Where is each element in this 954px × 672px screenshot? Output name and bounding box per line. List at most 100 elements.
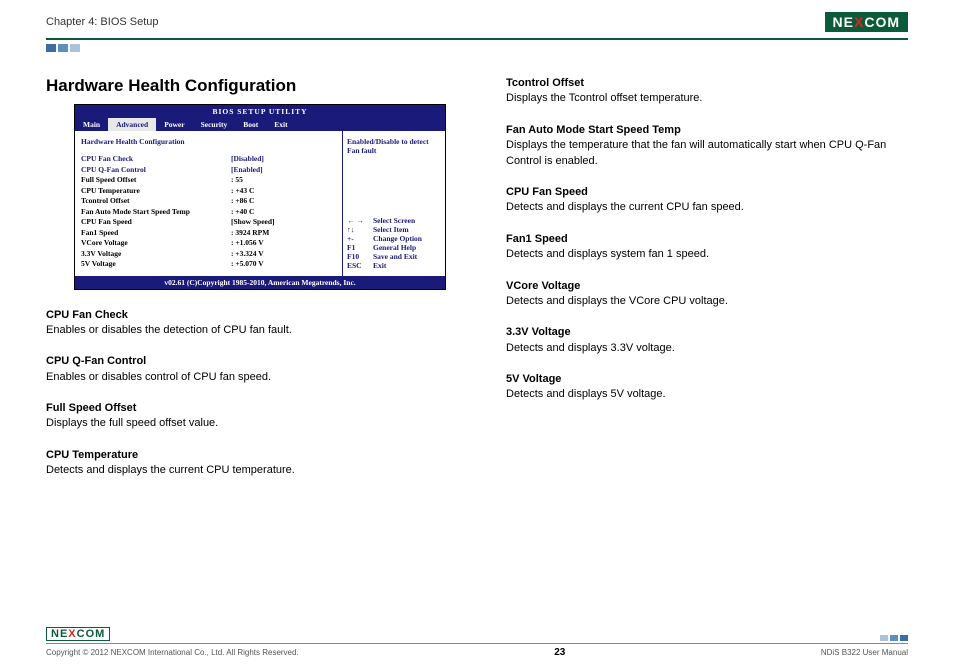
footer-logo: NEXCOM: [46, 627, 110, 641]
description-body: Enables or disables the detection of CPU…: [46, 323, 466, 338]
bios-nav-key: ↑↓: [347, 225, 369, 234]
page-number: 23: [554, 647, 565, 658]
bios-setting-value: : +43 C: [231, 186, 254, 195]
description-block: Full Speed OffsetDisplays the full speed…: [46, 401, 466, 432]
bios-tab: Main: [75, 118, 108, 131]
bios-nav-text: Exit: [373, 261, 386, 270]
description-title: CPU Q-Fan Control: [46, 354, 466, 369]
bios-screenshot: BIOS SETUP UTILITY MainAdvancedPowerSecu…: [74, 104, 446, 290]
page-footer: NEXCOM Copyright © 2012 NEXCOM Internati…: [46, 627, 908, 658]
decor-square: [58, 44, 68, 52]
descriptions-right: Tcontrol OffsetDisplays the Tcontrol off…: [506, 76, 896, 403]
bios-nav-key: +-: [347, 234, 369, 243]
footer-manual: NDiS B322 User Manual: [821, 648, 908, 657]
right-column: Tcontrol OffsetDisplays the Tcontrol off…: [506, 76, 896, 495]
bios-nav-key: F1: [347, 243, 369, 252]
bios-setting-label: 5V Voltage: [81, 259, 231, 268]
bios-setting-row: 5V Voltage: +5.070 V: [81, 259, 336, 268]
description-body: Detects and displays 3.3V voltage.: [506, 341, 896, 356]
bios-tab: Power: [156, 118, 192, 131]
description-block: CPU Q-Fan ControlEnables or disables con…: [46, 354, 466, 385]
bios-setting-row: CPU Fan Speed[Show Speed]: [81, 217, 336, 226]
bios-subheader: Hardware Health Configuration: [81, 137, 336, 146]
description-title: 3.3V Voltage: [506, 325, 896, 340]
bios-tab: Boot: [235, 118, 266, 131]
description-block: CPU TemperatureDetects and displays the …: [46, 448, 466, 479]
bios-setting-value: : +3.324 V: [231, 249, 264, 258]
bios-setting-row: 3.3V Voltage: +3.324 V: [81, 249, 336, 258]
bios-setting-row: Full Speed Offset: 55: [81, 175, 336, 184]
decor-square: [880, 635, 888, 641]
footer-row: Copyright © 2012 NEXCOM International Co…: [46, 647, 908, 658]
bios-utility-title: BIOS SETUP UTILITY: [75, 105, 445, 118]
bios-nav-keys: ← → Select Screen ↑↓ Select Item +- Change Op…: [347, 216, 441, 270]
bios-setting-value: [Show Speed]: [231, 217, 275, 226]
bios-tab: Advanced: [108, 118, 156, 131]
main-content: Hardware Health Configuration BIOS SETUP…: [0, 52, 954, 495]
description-block: CPU Fan CheckEnables or disables the det…: [46, 308, 466, 339]
description-body: Displays the Tcontrol offset temperature…: [506, 91, 896, 106]
chapter-title: Chapter 4: BIOS Setup: [46, 16, 159, 28]
bios-setting-row: Fan Auto Mode Start Speed Temp: +40 C: [81, 207, 336, 216]
bios-setting-row: CPU Q-Fan Control[Enabled]: [81, 165, 336, 174]
descriptions-left: CPU Fan CheckEnables or disables the det…: [46, 308, 466, 479]
bios-setting-value: : +1.056 V: [231, 238, 264, 247]
decor-square: [890, 635, 898, 641]
description-title: Tcontrol Offset: [506, 76, 896, 91]
description-body: Displays the full speed offset value.: [46, 416, 466, 431]
bios-setting-row: CPU Fan Check[Disabled]: [81, 154, 336, 163]
description-block: CPU Fan SpeedDetects and displays the cu…: [506, 185, 896, 216]
bios-setting-label: VCore Voltage: [81, 238, 231, 247]
bios-tab: Exit: [266, 118, 295, 131]
bios-tab: Security: [193, 118, 236, 131]
left-column: Hardware Health Configuration BIOS SETUP…: [46, 76, 466, 495]
description-body: Displays the temperature that the fan wi…: [506, 138, 896, 169]
bios-setting-value: : +5.070 V: [231, 259, 264, 268]
description-block: Fan1 SpeedDetects and displays system fa…: [506, 232, 896, 263]
description-body: Detects and displays system fan 1 speed.: [506, 247, 896, 262]
footer-logo-post: COM: [77, 628, 106, 640]
bios-main-panel: Hardware Health Configuration CPU Fan Ch…: [75, 131, 343, 276]
footer-squares: [880, 635, 908, 641]
description-block: Tcontrol OffsetDisplays the Tcontrol off…: [506, 76, 896, 107]
bios-setting-value: : 55: [231, 175, 243, 184]
bios-setting-label: CPU Fan Speed: [81, 217, 231, 226]
description-title: CPU Fan Check: [46, 308, 466, 323]
logo-text-pre: NE: [833, 14, 854, 30]
bios-nav-text: Change Option: [373, 234, 422, 243]
bios-setting-value: : 3924 RPM: [231, 228, 269, 237]
bios-setting-label: Fan Auto Mode Start Speed Temp: [81, 207, 231, 216]
bios-setting-value: [Enabled]: [231, 165, 263, 174]
bios-copyright-footer: v02.61 (C)Copyright 1985-2010, American …: [75, 276, 445, 289]
bios-setting-value: : +86 C: [231, 196, 254, 205]
bios-setting-row: VCore Voltage: +1.056 V: [81, 238, 336, 247]
bios-setting-label: Full Speed Offset: [81, 175, 231, 184]
description-body: Detects and displays the current CPU tem…: [46, 463, 466, 478]
bios-nav-text: Select Screen: [373, 216, 415, 225]
bios-setting-value: [Disabled]: [231, 154, 264, 163]
description-title: Fan1 Speed: [506, 232, 896, 247]
description-body: Detects and displays the current CPU fan…: [506, 200, 896, 215]
bios-nav-text: Select Item: [373, 225, 409, 234]
bios-settings-list: CPU Fan Check[Disabled] CPU Q-Fan Control…: [81, 154, 336, 268]
description-title: CPU Fan Speed: [506, 185, 896, 200]
decor-square: [70, 44, 80, 52]
nexcom-logo: NEXCOM: [825, 12, 908, 32]
bios-nav-text: General Help: [373, 243, 416, 252]
bios-setting-row: Tcontrol Offset: +86 C: [81, 196, 336, 205]
bios-help-text: Enabled/Disable to detect Fan fault: [347, 137, 441, 155]
bios-nav-text: Save and Exit: [373, 252, 417, 261]
description-title: 5V Voltage: [506, 372, 896, 387]
description-body: Detects and displays the VCore CPU volta…: [506, 294, 896, 309]
description-title: Full Speed Offset: [46, 401, 466, 416]
description-body: Enables or disables control of CPU fan s…: [46, 370, 466, 385]
bios-nav-row: F10Save and Exit: [347, 252, 441, 261]
bios-nav-key: ← →: [347, 216, 369, 225]
description-title: VCore Voltage: [506, 279, 896, 294]
bios-nav-row: ← → Select Screen: [347, 216, 441, 225]
footer-copyright: Copyright © 2012 NEXCOM International Co…: [46, 648, 299, 657]
bios-setting-row: Fan1 Speed: 3924 RPM: [81, 228, 336, 237]
bios-side-panel: Enabled/Disable to detect Fan fault ← → S…: [343, 131, 445, 276]
logo-text-post: COM: [864, 14, 900, 30]
decor-square: [46, 44, 56, 52]
